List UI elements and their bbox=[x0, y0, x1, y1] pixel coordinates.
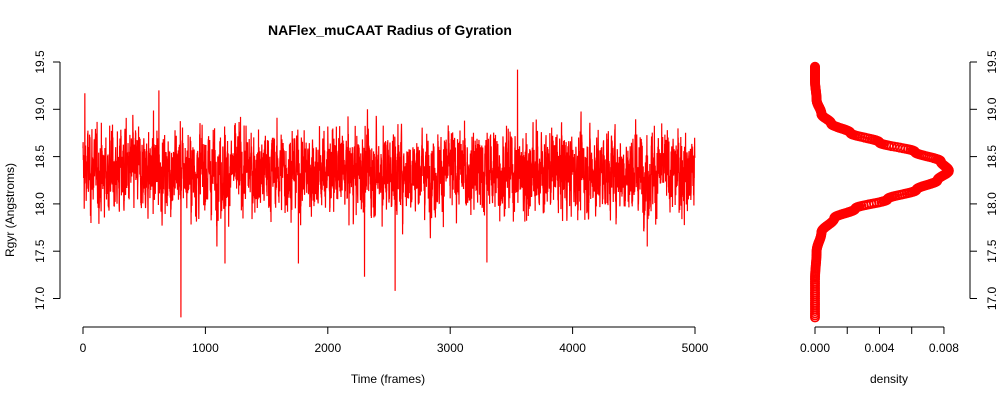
density-x-axis-label: density bbox=[870, 372, 908, 386]
y-tick-label: 17.5 bbox=[33, 239, 47, 263]
x-tick-label: 5000 bbox=[682, 341, 709, 355]
density-x-tick-label: 0.004 bbox=[864, 341, 894, 355]
x-tick-label: 2000 bbox=[314, 341, 341, 355]
x-tick-label: 4000 bbox=[559, 341, 586, 355]
density-x-tick-label: 0.008 bbox=[929, 341, 959, 355]
density-y-tick-label: 18.5 bbox=[985, 145, 999, 169]
density-y-tick-label: 17.0 bbox=[985, 286, 999, 310]
y-tick-label: 18.5 bbox=[33, 145, 47, 169]
rgyr-series-line bbox=[82, 69, 696, 318]
chart-title: NAFlex_muCAAT Radius of Gyration bbox=[268, 22, 512, 38]
density-y-tick-label: 18.0 bbox=[985, 192, 999, 216]
y-tick-label: 19.5 bbox=[33, 50, 47, 74]
x-axis-label: Time (frames) bbox=[351, 372, 425, 386]
y-axis-label: Rgyr (Angstroms) bbox=[3, 163, 17, 257]
density-y-tick-label: 19.5 bbox=[985, 50, 999, 74]
y-tick-label: 19.0 bbox=[33, 97, 47, 121]
density-point bbox=[809, 61, 820, 72]
y-tick-label: 17.0 bbox=[33, 286, 47, 310]
x-tick-label: 3000 bbox=[437, 341, 464, 355]
x-tick-label: 0 bbox=[80, 341, 87, 355]
density-y-tick-label: 17.5 bbox=[985, 239, 999, 263]
density-y-tick-label: 19.0 bbox=[985, 97, 999, 121]
density-x-tick-label: 0.000 bbox=[800, 341, 830, 355]
x-tick-label: 1000 bbox=[192, 341, 219, 355]
y-tick-label: 18.0 bbox=[33, 192, 47, 216]
